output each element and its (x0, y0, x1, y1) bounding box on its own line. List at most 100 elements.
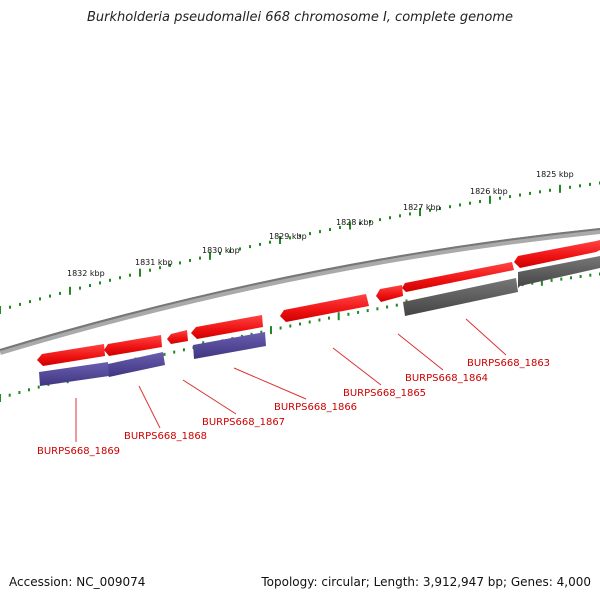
minor-tick (239, 247, 241, 251)
minor-tick (250, 332, 253, 336)
major-tick (349, 221, 351, 230)
major-tick (337, 312, 340, 321)
minor-tick (28, 388, 30, 392)
minor-tick (260, 330, 263, 334)
minor-tick (199, 256, 201, 260)
major-tick (0, 306, 1, 314)
minor-tick (59, 291, 61, 295)
minor-tick (219, 251, 221, 255)
minor-tick (289, 236, 291, 240)
gene-label-1869[interactable]: BURPS668_1869 (37, 446, 120, 457)
minor-tick (119, 276, 121, 280)
gene-arrow-forward-3[interactable] (376, 285, 403, 302)
gene-arrow-forward-5[interactable] (191, 315, 263, 339)
minor-tick (289, 324, 292, 328)
gene-label-1866[interactable]: BURPS668_1866 (274, 402, 357, 413)
minor-tick (376, 307, 379, 311)
major-tick (209, 251, 211, 260)
minor-tick (529, 191, 531, 195)
major-tick (279, 236, 281, 244)
minor-tick (550, 278, 553, 282)
minor-tick (589, 273, 592, 277)
genome-summary-text: Topology: circular; Length: 3,912,947 bp… (261, 575, 591, 589)
minor-tick (319, 230, 321, 234)
minor-tick (259, 242, 261, 246)
major-tick (0, 394, 1, 402)
minor-tick (89, 284, 91, 287)
minor-tick (347, 312, 350, 316)
gene-arrow-forward-6[interactable] (167, 330, 188, 344)
gene-label-1863[interactable]: BURPS668_1863 (467, 358, 550, 369)
minor-tick (149, 268, 151, 272)
gene-label-1868[interactable]: BURPS668_1868 (124, 431, 207, 442)
gene-arrow-reverse-gray-2[interactable] (403, 278, 518, 316)
minor-tick (539, 190, 541, 194)
scale-label-1829: 1829 kbp (269, 232, 307, 241)
minor-tick (39, 297, 41, 301)
minor-tick (429, 208, 431, 212)
minor-tick (359, 222, 361, 225)
minor-tick (369, 220, 371, 223)
chromosome-backbone (0, 228, 600, 355)
gene-arrow-forward-1[interactable] (514, 240, 600, 268)
minor-tick (163, 352, 166, 356)
gene-arrow-reverse-purple-2[interactable] (106, 352, 165, 377)
minor-tick (570, 276, 572, 280)
minor-tick (469, 201, 471, 205)
gene-arrow-reverse-purple-3[interactable] (39, 362, 109, 386)
minor-tick (399, 214, 401, 218)
scale-label-1825: 1825 kbp (536, 170, 574, 179)
gene-label-1867[interactable]: BURPS668_1867 (202, 417, 285, 428)
chromosome-backbone-edge (0, 228, 600, 351)
minor-tick (8, 393, 11, 397)
gene-arrow-forward-7[interactable] (104, 335, 162, 356)
scale-label-1828: 1828 kbp (336, 218, 374, 227)
minor-tick (318, 318, 321, 322)
outer-tick-ring (0, 181, 600, 314)
minor-tick (560, 277, 563, 281)
minor-tick (509, 195, 511, 199)
gene-arrow-reverse-purple-1[interactable] (193, 332, 266, 359)
minor-tick (389, 216, 391, 220)
minor-tick (49, 294, 51, 298)
minor-tick (386, 305, 389, 309)
major-tick (419, 208, 421, 217)
minor-tick (29, 300, 31, 304)
scale-label-1826: 1826 kbp (470, 187, 508, 196)
major-tick (270, 326, 272, 335)
minor-tick (579, 184, 581, 188)
minor-tick (129, 273, 131, 277)
minor-tick (569, 185, 571, 189)
minor-tick (479, 200, 481, 203)
minor-tick (579, 275, 582, 278)
minor-tick (409, 212, 411, 216)
minor-tick (19, 302, 21, 306)
scale-label-1832: 1832 kbp (67, 269, 105, 278)
minor-tick (549, 188, 551, 192)
gene-arrow-forward-4[interactable] (280, 294, 369, 322)
minor-tick (395, 303, 398, 307)
gene-arrow-forward-2[interactable] (402, 262, 514, 292)
minor-tick (449, 205, 451, 209)
minor-tick (339, 226, 341, 229)
gene-arrow-reverse-gray-1[interactable] (518, 256, 600, 288)
major-tick (559, 184, 561, 193)
minor-tick (357, 310, 360, 314)
minor-tick (329, 228, 331, 231)
minor-tick (308, 320, 311, 324)
minor-tick (159, 266, 161, 270)
minor-tick (99, 281, 101, 285)
minor-tick (279, 326, 282, 330)
accession-text: Accession: NC_009074 (9, 575, 146, 589)
major-tick (69, 286, 71, 295)
minor-tick (499, 196, 501, 200)
minor-tick (379, 218, 381, 222)
gene-label-1864[interactable]: BURPS668_1864 (405, 373, 488, 384)
gene-arrow-forward-8[interactable] (37, 344, 105, 366)
leader-lines (75, 318, 507, 442)
minor-tick (299, 322, 301, 326)
minor-tick (299, 234, 301, 238)
major-tick (489, 195, 491, 204)
gene-label-1865[interactable]: BURPS668_1865 (343, 388, 426, 399)
